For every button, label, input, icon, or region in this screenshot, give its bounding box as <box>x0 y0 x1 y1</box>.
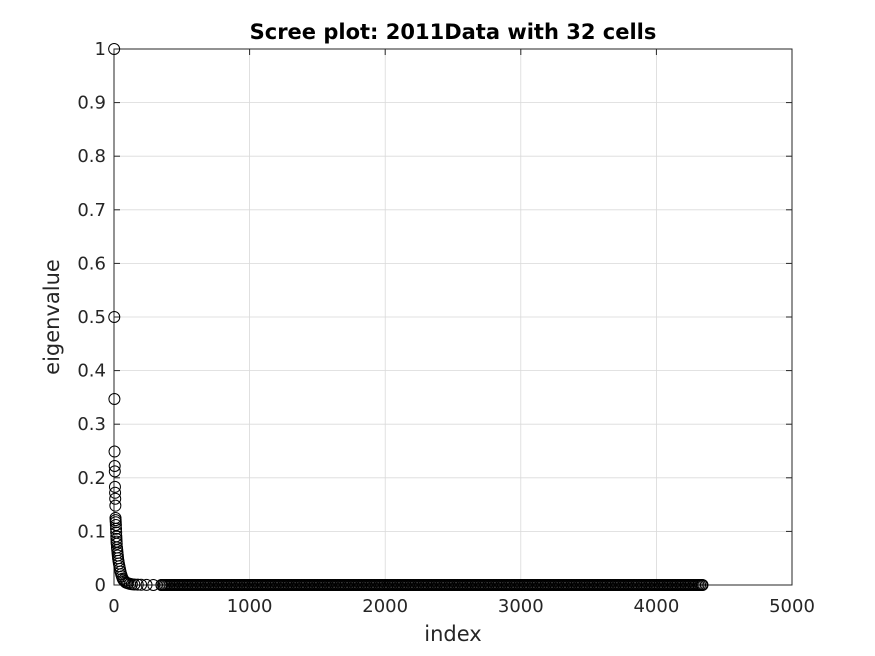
x-tick-label: 0 <box>108 596 119 617</box>
data-point <box>108 445 121 458</box>
data-point <box>108 480 121 493</box>
data-point <box>108 460 121 473</box>
x-tick-label: 1000 <box>227 596 273 617</box>
y-tick-label: 0.4 <box>77 361 106 382</box>
grid <box>114 49 792 585</box>
y-tick-label: 0.6 <box>77 253 106 274</box>
data-point <box>109 492 122 505</box>
data-point <box>109 486 122 499</box>
data-point <box>110 522 123 535</box>
data-point <box>135 578 148 591</box>
x-tick-labels: 0 1000 2000 3000 4000 5000 <box>108 596 815 617</box>
x-axis-label: index <box>424 622 481 646</box>
data-point <box>110 537 123 550</box>
data-point <box>108 311 121 323</box>
x-tick-label: 5000 <box>769 596 815 617</box>
data-point <box>128 578 141 591</box>
y-tick-label: 0.2 <box>77 468 106 489</box>
x-tick-label: 2000 <box>362 596 408 617</box>
data-markers <box>108 43 709 591</box>
y-tick-labels: 0 0.1 0.2 0.3 0.4 0.5 0.6 0.7 0.8 0.9 1 <box>77 39 106 596</box>
x-tick-label: 4000 <box>633 596 679 617</box>
data-point <box>695 579 708 591</box>
y-tick-label: 0.7 <box>77 200 106 221</box>
data-point <box>140 578 153 591</box>
data-point <box>131 578 144 591</box>
y-tick-label: 0.3 <box>77 414 106 435</box>
y-tick-label: 1 <box>95 39 106 60</box>
y-tick-label: 0.5 <box>77 307 106 328</box>
y-tick-label: 0.8 <box>77 146 106 167</box>
x-tick-label: 3000 <box>498 596 544 617</box>
data-point <box>108 43 121 55</box>
chart-title: Scree plot: 2011Data with 32 cells <box>250 20 657 44</box>
y-tick-label: 0 <box>95 575 106 596</box>
y-tick-label: 0.1 <box>77 521 106 542</box>
data-point <box>108 465 121 478</box>
y-tick-label: 0.9 <box>77 93 106 114</box>
y-axis-label: eigenvalue <box>40 259 64 375</box>
data-point <box>108 393 121 406</box>
data-point <box>109 499 122 512</box>
